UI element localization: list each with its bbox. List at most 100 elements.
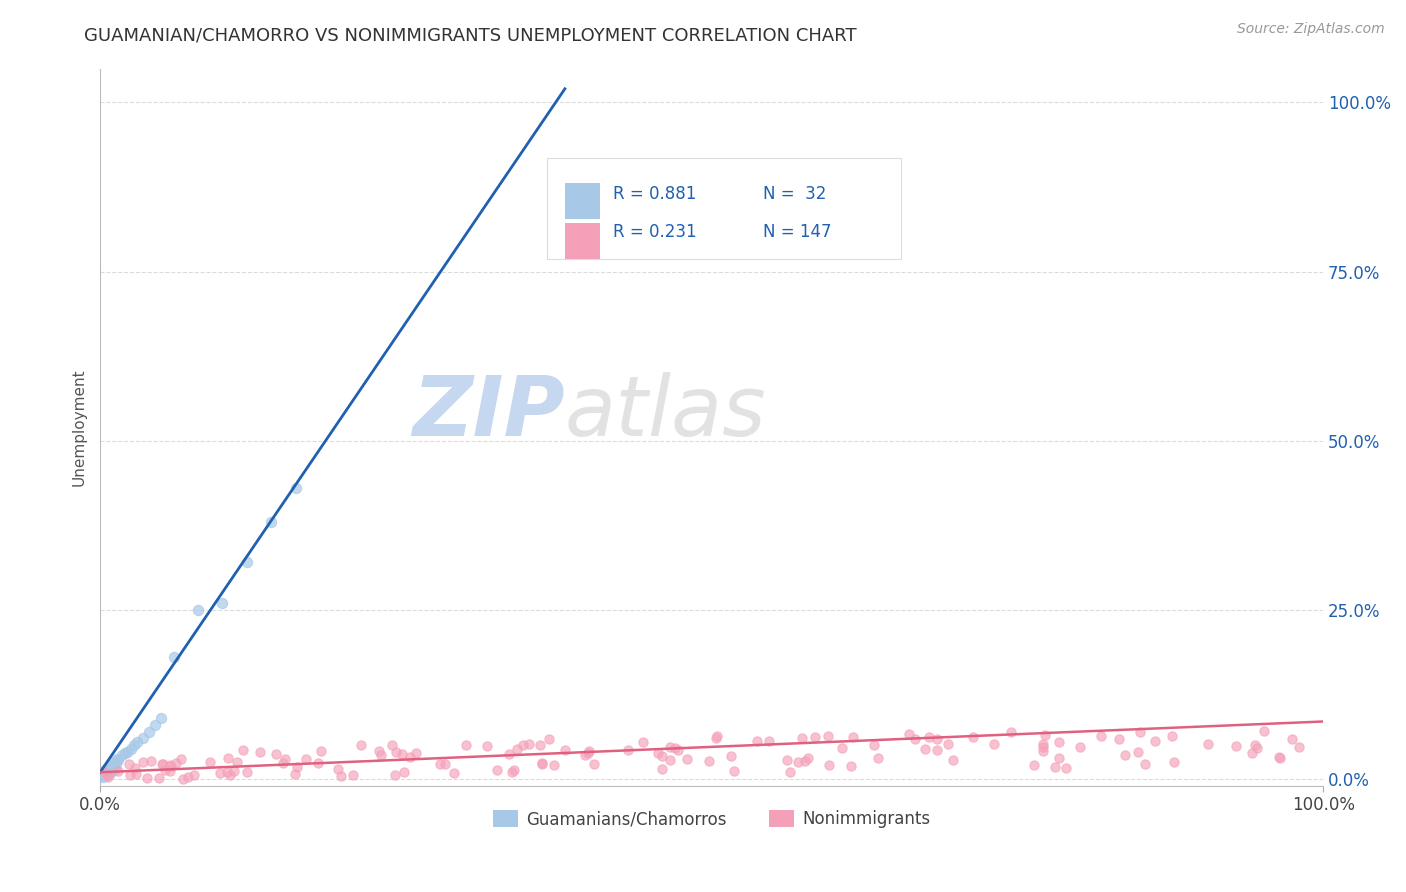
Point (1225, 739, 1247, 754)
Point (160, 759, 183, 773)
Point (1129, 725, 1152, 739)
Point (962, 730, 984, 744)
Point (868, 751, 890, 765)
Point (914, 742, 936, 756)
Point (94, 768, 117, 782)
Point (124, 761, 146, 775)
Point (328, 762, 350, 776)
Point (498, 747, 520, 761)
Point (170, 752, 193, 766)
Point (1244, 739, 1267, 753)
Point (97, 768, 120, 782)
Point (132, 731, 155, 746)
Point (512, 739, 534, 753)
Point (176, 770, 198, 784)
Point (104, 762, 127, 776)
Point (97, 767, 120, 781)
Point (1043, 759, 1066, 773)
Point (125, 767, 148, 781)
Point (264, 747, 287, 761)
Point (120, 741, 142, 756)
Point (1114, 747, 1136, 762)
FancyBboxPatch shape (547, 158, 901, 259)
Point (1126, 744, 1149, 758)
Point (198, 755, 221, 769)
Point (307, 756, 329, 771)
Point (405, 746, 427, 760)
Point (1161, 729, 1184, 743)
Point (148, 771, 170, 785)
Point (367, 744, 389, 758)
Point (219, 768, 242, 782)
Point (1031, 744, 1053, 758)
Point (226, 755, 249, 769)
Point (554, 743, 576, 757)
Point (103, 755, 125, 769)
Point (187, 603, 209, 617)
Point (1240, 746, 1263, 760)
Point (658, 753, 681, 767)
Point (1253, 723, 1275, 738)
Point (1288, 739, 1310, 754)
Point (787, 755, 810, 769)
Point (96, 764, 118, 778)
Point (675, 752, 697, 766)
Point (342, 768, 364, 782)
Point (817, 730, 839, 744)
Point (803, 731, 825, 745)
Point (839, 758, 862, 772)
Text: Source: ZipAtlas.com: Source: ZipAtlas.com (1237, 22, 1385, 37)
Point (1090, 729, 1112, 743)
Point (381, 739, 404, 753)
Point (150, 757, 173, 772)
FancyBboxPatch shape (565, 184, 600, 219)
Point (704, 731, 727, 745)
Point (232, 743, 254, 757)
Point (651, 762, 673, 776)
Point (211, 596, 233, 610)
Point (385, 745, 408, 759)
Point (90, 766, 112, 780)
Point (485, 763, 508, 777)
Point (139, 754, 162, 768)
Point (664, 741, 686, 756)
Point (118, 756, 141, 771)
Point (236, 765, 259, 780)
Point (538, 732, 561, 747)
Point (89, 769, 111, 783)
Point (529, 739, 551, 753)
Point (456, 738, 478, 752)
Point (236, 556, 259, 570)
Point (249, 745, 271, 759)
Point (1108, 732, 1130, 747)
Text: R = 0.881: R = 0.881 (613, 186, 696, 203)
Point (284, 481, 307, 495)
Point (311, 744, 333, 758)
Point (329, 768, 352, 782)
Point (936, 737, 959, 751)
Point (153, 764, 176, 778)
Point (1135, 757, 1157, 772)
Point (543, 757, 565, 772)
Point (616, 743, 638, 757)
Point (1163, 755, 1185, 769)
Y-axis label: Unemployment: Unemployment (72, 368, 86, 486)
Point (107, 753, 129, 767)
Point (1022, 758, 1045, 772)
Point (517, 737, 540, 751)
Point (159, 758, 181, 772)
Point (1054, 761, 1077, 775)
Point (97, 770, 120, 784)
Point (150, 711, 173, 725)
Point (443, 765, 465, 780)
Point (91, 770, 114, 784)
Point (100, 765, 122, 780)
Point (111, 748, 134, 763)
Point (350, 738, 373, 752)
Legend: Guamanians/Chamorros, Nonimmigrants: Guamanians/Chamorros, Nonimmigrants (486, 804, 936, 835)
Point (779, 764, 801, 779)
Point (697, 754, 720, 768)
Point (434, 756, 457, 771)
Point (842, 730, 865, 744)
FancyBboxPatch shape (565, 224, 600, 259)
